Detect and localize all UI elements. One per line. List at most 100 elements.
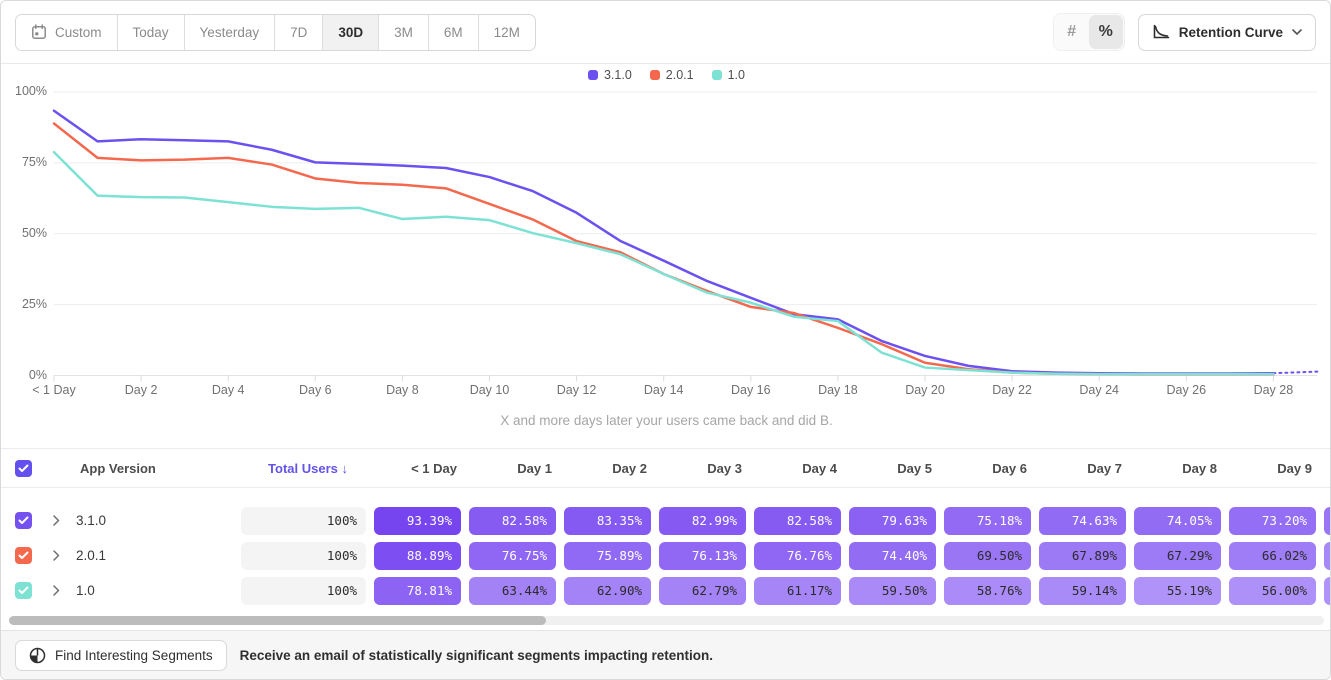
date-range-today[interactable]: Today (117, 14, 185, 50)
chart-type-dropdown[interactable]: Retention Curve (1137, 13, 1316, 51)
series-line-3.1.0 (52, 109, 1275, 375)
date-range-custom[interactable]: Custom (16, 14, 118, 50)
toolbar-right: #% Retention Curve (1052, 13, 1316, 51)
retention-cell[interactable]: 82.58% (754, 506, 841, 535)
date-range-label: Custom (55, 24, 102, 40)
date-range-selector: Custom Today Yesterday 7D 30D 3M 6M 12M (15, 13, 536, 51)
x-axis-tick: Day 8 (386, 383, 419, 397)
date-range-3m[interactable]: 3M (379, 14, 429, 50)
column-header-day-5[interactable]: Day 5 (897, 460, 932, 476)
retention-cell[interactable]: 60.52% (1324, 541, 1330, 570)
column-header-day-4[interactable]: Day 4 (802, 460, 837, 476)
row-name-cell: 1.0 (53, 583, 241, 598)
find-interesting-segments-button[interactable]: Find Interesting Segments (15, 639, 227, 671)
retention-cell[interactable]: 88.89% (374, 541, 461, 570)
retention-curve-icon (1152, 24, 1170, 40)
date-range-7d[interactable]: 7D (275, 14, 324, 50)
expand-chevron-icon[interactable] (53, 515, 76, 526)
retention-cell[interactable]: 59.14% (1039, 576, 1126, 605)
app-version-label: 3.1.0 (76, 513, 107, 528)
legend-swatch-icon (711, 70, 722, 80)
retention-cell[interactable]: 67.89% (1039, 541, 1126, 570)
app-version-label: 1.0 (76, 583, 95, 598)
retention-cell[interactable]: 76.13% (659, 541, 746, 570)
absolute-numbers-toggle[interactable]: # (1055, 15, 1089, 49)
retention-cell[interactable]: 74.40% (849, 541, 936, 570)
check-icon (18, 464, 29, 472)
check-icon (18, 551, 29, 559)
retention-cell[interactable]: 93.39% (374, 506, 461, 535)
column-header-day-6[interactable]: Day 6 (992, 460, 1027, 476)
total-users-cell: 100% (241, 576, 366, 605)
row-checkbox-1.0[interactable] (15, 582, 32, 599)
y-axis-tick-0: 0% (28, 367, 47, 382)
retention-cell[interactable]: 73.20% (1229, 506, 1316, 535)
expand-chevron-icon[interactable] (53, 585, 76, 596)
retention-cell[interactable]: 55.19% (1134, 576, 1221, 605)
column-header--1-day[interactable]: < 1 Day (411, 460, 457, 476)
column-header-day-3[interactable]: Day 3 (707, 460, 742, 476)
horizontal-scrollbar-track[interactable] (9, 616, 1324, 625)
expand-chevron-icon[interactable] (53, 550, 76, 561)
retention-cell[interactable]: 67.29% (1134, 541, 1221, 570)
retention-cell[interactable]: 61.17% (754, 576, 841, 605)
retention-cell[interactable]: 70.02% (1324, 506, 1330, 535)
row-checkbox-2.0.1[interactable] (15, 547, 32, 564)
retention-chart: 3.1.0 2.0.1 1.0 0% 25% 50% 75% 100% < 1 Day Day … (1, 64, 1330, 448)
x-axis-tick: Day 6 (298, 383, 332, 397)
column-header-day-2[interactable]: Day 2 (612, 460, 647, 476)
retention-cell[interactable]: 54.80% (1324, 576, 1330, 605)
retention-cell[interactable]: 75.89% (564, 541, 651, 570)
legend-swatch-icon (649, 70, 660, 80)
retention-cell[interactable]: 59.50% (849, 576, 936, 605)
retention-cell[interactable]: 56.00% (1229, 576, 1316, 605)
legend-item-2.0.1: 2.0.1 (649, 68, 694, 82)
retention-cell[interactable]: 75.18% (944, 506, 1031, 535)
legend-label: 3.1.0 (603, 68, 632, 82)
retention-table: App Version Total Users ↓ < 1 Day Day 1 Day … (1, 448, 1330, 614)
percentages-toggle[interactable]: % (1088, 15, 1123, 49)
retention-cell[interactable]: 66.02% (1229, 541, 1316, 570)
retention-cell[interactable]: 78.81% (374, 576, 461, 605)
retention-cell[interactable]: 79.63% (849, 506, 936, 535)
date-range-6m[interactable]: 6M (428, 14, 479, 50)
table-rows: 3.1.0 100% 93.39% 82.58% 83.35% 82.99% 82.58% 7… (1, 488, 1330, 608)
toolbar: Custom Today Yesterday 7D 30D 3M 6M 12M #% Rete… (1, 1, 1330, 64)
column-header-day-8[interactable]: Day 8 (1182, 460, 1217, 476)
x-axis-tick: Day 10 (469, 383, 510, 397)
row-checkbox-cell (1, 512, 53, 529)
retention-cell[interactable]: 58.76% (944, 576, 1031, 605)
horizontal-scrollbar-thumb[interactable] (9, 616, 546, 625)
retention-cell[interactable]: 82.58% (469, 506, 556, 535)
retention-cell[interactable]: 83.35% (564, 506, 651, 535)
retention-cell[interactable]: 76.75% (469, 541, 556, 570)
x-axis-tick: Day 26 (1166, 383, 1207, 397)
column-header-day-1[interactable]: Day 1 (517, 460, 552, 476)
date-range-label: Yesterday (199, 24, 260, 40)
column-header-day-7[interactable]: Day 7 (1087, 460, 1122, 476)
x-axis-tick: Day 2 (124, 383, 158, 397)
table-row-3.1.0: 3.1.0 100% 93.39% 82.58% 83.35% 82.99% 82.58% 7… (1, 503, 1330, 538)
date-range-label: 30D (338, 24, 364, 40)
row-name-cell: 2.0.1 (53, 548, 241, 563)
date-range-12m[interactable]: 12M (478, 14, 535, 50)
date-range-yesterday[interactable]: Yesterday (184, 14, 276, 50)
x-axis-tick: Day 20 (905, 383, 945, 397)
retention-cell[interactable]: 74.63% (1039, 506, 1126, 535)
check-icon (18, 586, 29, 594)
row-checkbox-cell (1, 582, 53, 599)
retention-cell[interactable]: 76.76% (754, 541, 841, 570)
column-header-total-users[interactable]: Total Users ↓ (268, 460, 348, 476)
retention-cell[interactable]: 82.99% (659, 506, 746, 535)
retention-cell[interactable]: 69.50% (944, 541, 1031, 570)
footer-bar: Find Interesting Segments Receive an ema… (1, 630, 1330, 679)
date-range-30d[interactable]: 30D (323, 14, 380, 50)
row-checkbox-3.1.0[interactable] (15, 512, 32, 529)
retention-cell[interactable]: 62.79% (659, 576, 746, 605)
retention-cell[interactable]: 62.90% (564, 576, 651, 605)
column-header-day-9[interactable]: Day 9 (1277, 460, 1312, 476)
retention-cell[interactable]: 63.44% (469, 576, 556, 605)
select-all-checkbox[interactable] (15, 459, 32, 477)
retention-cell[interactable]: 74.05% (1134, 506, 1221, 535)
x-axis-tick: Day 24 (1079, 383, 1119, 397)
